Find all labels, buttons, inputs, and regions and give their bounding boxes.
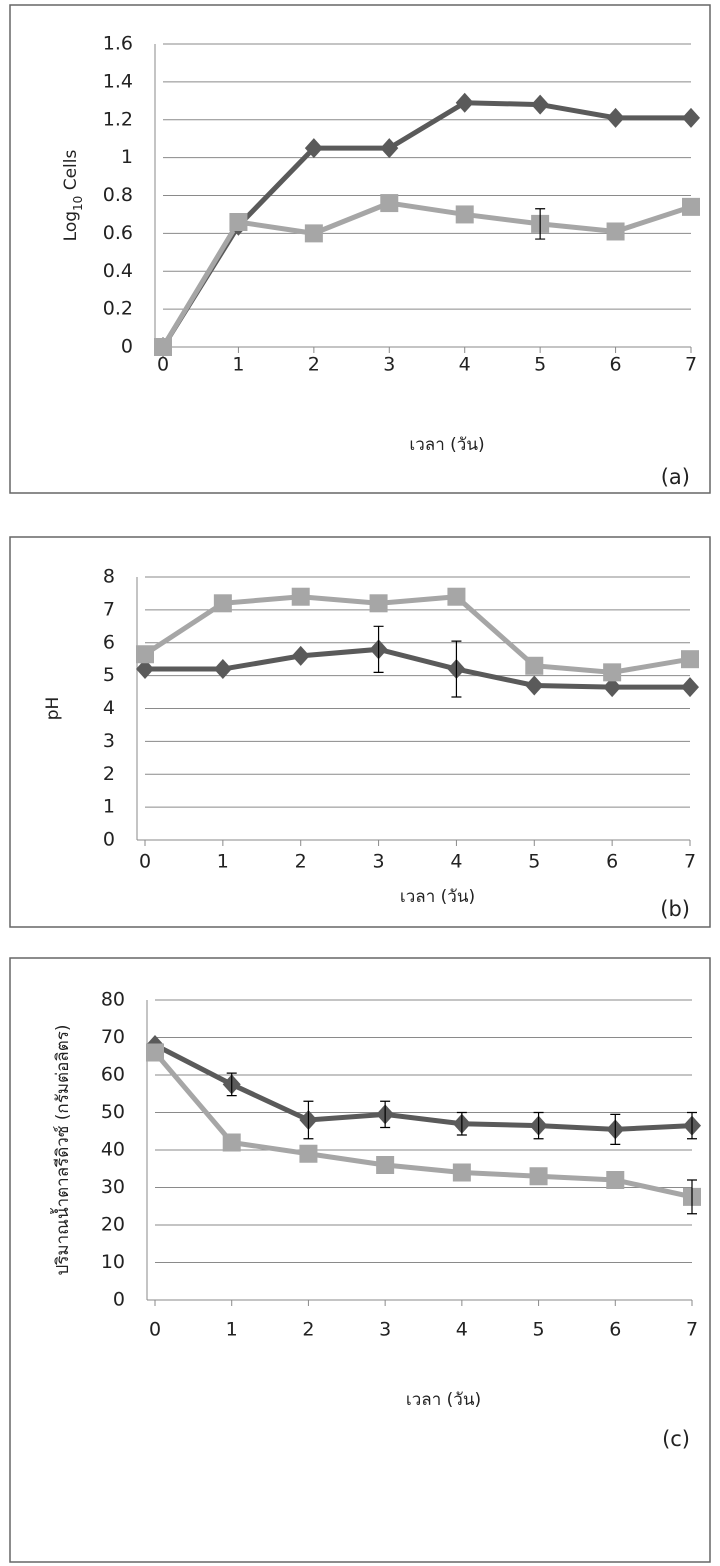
y-axis-title-part: ปริมาณน้ำตาลรีดิวซ์ (กรัมต่อลิตร) xyxy=(50,1024,73,1275)
x-tick-label: 6 xyxy=(606,851,618,873)
y-tick-label: 20 xyxy=(101,1214,125,1236)
x-tick-label: 6 xyxy=(609,1319,621,1341)
y-tick-label: 1.2 xyxy=(103,108,133,130)
x-tick-label: 5 xyxy=(528,851,540,873)
marker xyxy=(214,594,232,612)
y-tick-label: 1 xyxy=(121,146,133,168)
panel-label: (c) xyxy=(662,1427,690,1451)
y-axis-title: ปริมาณน้ำตาลรีดิวซ์ (กรัมต่อลิตร) xyxy=(50,1024,73,1275)
figure: 0 0.2 0.4 0.6 0.8 1 1.2 1.4 1.6 0 1 2 3 4 5 6 7 เวลา (วัน… xyxy=(0,0,720,1566)
marker xyxy=(370,594,388,612)
x-tick-label: 2 xyxy=(308,354,320,376)
marker xyxy=(456,205,474,223)
x-tick-label: 7 xyxy=(684,851,696,873)
y-axis-title-part: pH xyxy=(43,697,63,721)
x-axis-title: เวลา (วัน) xyxy=(400,887,475,907)
marker xyxy=(292,588,310,606)
marker xyxy=(531,95,549,115)
x-tick-label: 5 xyxy=(533,1319,545,1341)
y-tick-label: 6 xyxy=(103,631,115,653)
x-tick-label: 1 xyxy=(232,354,244,376)
marker xyxy=(607,222,625,240)
y-tick-label: 4 xyxy=(103,697,115,719)
x-tick-label: 5 xyxy=(534,354,546,376)
marker xyxy=(607,108,625,128)
y-tick-label: 0 xyxy=(121,336,133,358)
y-tick-label: 0 xyxy=(103,829,115,851)
y-tick-label: 1.4 xyxy=(103,70,133,92)
y-tick-label: 0.4 xyxy=(103,260,133,282)
marker xyxy=(305,224,323,242)
marker xyxy=(682,108,700,128)
y-tick-label: 30 xyxy=(101,1176,125,1198)
x-tick-label: 2 xyxy=(302,1319,314,1341)
y-tick-label: 1.6 xyxy=(103,33,133,55)
marker xyxy=(606,1171,624,1189)
marker xyxy=(525,657,543,675)
x-tick-label: 7 xyxy=(686,1319,698,1341)
marker xyxy=(456,93,474,113)
y-tick-label: 0.2 xyxy=(103,298,133,320)
x-axis-title: เวลา (วัน) xyxy=(409,435,484,455)
y-tick-label: 10 xyxy=(101,1251,125,1273)
x-tick-label: 0 xyxy=(139,851,151,873)
x-tick-label: 3 xyxy=(383,354,395,376)
x-tick-label: 4 xyxy=(459,354,471,376)
marker xyxy=(681,677,699,697)
y-tick-label: 7 xyxy=(103,598,115,620)
marker xyxy=(380,138,398,158)
x-tick-label: 4 xyxy=(456,1319,468,1341)
marker xyxy=(299,1145,317,1163)
marker xyxy=(530,1167,548,1185)
marker xyxy=(136,645,154,663)
x-tick-label: 2 xyxy=(295,851,307,873)
y-tick-label: 70 xyxy=(101,1026,125,1048)
marker xyxy=(453,1164,471,1182)
x-axis-title: เวลา (วัน) xyxy=(406,1390,481,1410)
y-axis-title: Log10 Cells xyxy=(61,150,85,242)
y-tick-label: 2 xyxy=(103,763,115,785)
x-tick-label: 3 xyxy=(373,851,385,873)
y-tick-label: 0 xyxy=(113,1289,125,1311)
marker xyxy=(525,675,543,695)
x-tick-label: 0 xyxy=(149,1319,161,1341)
marker xyxy=(682,198,700,216)
y-tick-label: 5 xyxy=(103,664,115,686)
x-tick-label: 7 xyxy=(685,354,697,376)
y-axis-title-part: Cells xyxy=(61,150,81,196)
y-tick-label: 40 xyxy=(101,1139,125,1161)
x-tick-label: 6 xyxy=(610,354,622,376)
marker xyxy=(223,1134,241,1152)
y-tick-label: 1 xyxy=(103,796,115,818)
x-tick-label: 3 xyxy=(379,1319,391,1341)
marker xyxy=(380,194,398,212)
x-tick-label: 1 xyxy=(217,851,229,873)
y-tick-label: 8 xyxy=(103,566,115,588)
y-axis-title: pH xyxy=(43,697,63,721)
x-tick-label: 4 xyxy=(450,851,462,873)
x-tick-label: 1 xyxy=(226,1319,238,1341)
panel-label: (a) xyxy=(661,465,690,489)
marker xyxy=(229,213,247,231)
marker xyxy=(681,650,699,668)
y-tick-label: 50 xyxy=(101,1101,125,1123)
marker xyxy=(447,588,465,606)
marker xyxy=(146,1044,164,1062)
y-axis-title-part: Log xyxy=(61,211,81,241)
panel-label: (b) xyxy=(660,897,690,921)
marker xyxy=(292,646,310,666)
y-tick-label: 60 xyxy=(101,1064,125,1086)
marker xyxy=(603,663,621,681)
panel-frame xyxy=(10,537,710,927)
y-tick-label: 3 xyxy=(103,730,115,752)
marker xyxy=(376,1156,394,1174)
marker xyxy=(154,338,172,356)
y-tick-label: 0.6 xyxy=(103,222,133,244)
y-axis-title-part: 10 xyxy=(71,196,85,211)
y-tick-label: 0.8 xyxy=(103,184,133,206)
y-tick-label: 80 xyxy=(101,989,125,1011)
